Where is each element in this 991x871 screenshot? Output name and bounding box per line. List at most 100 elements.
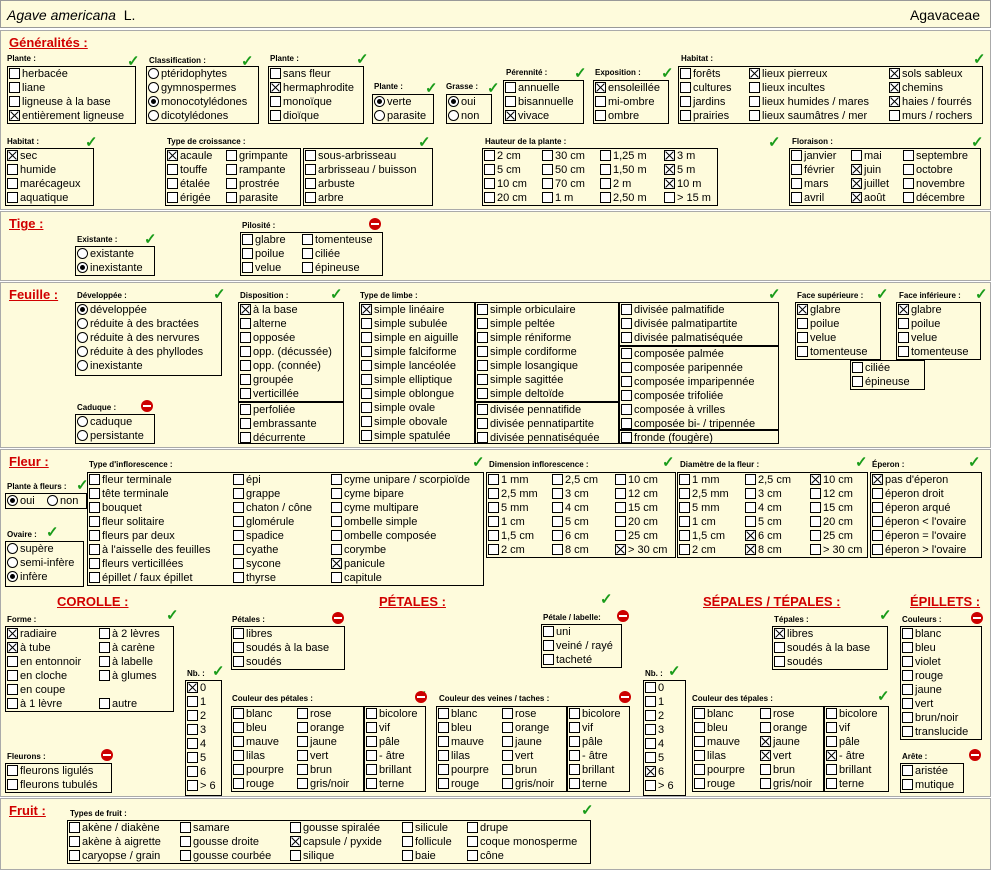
checkbox[interactable] bbox=[694, 778, 705, 789]
checkbox[interactable] bbox=[595, 82, 606, 93]
checkbox[interactable] bbox=[438, 708, 449, 719]
checkbox[interactable] bbox=[760, 764, 771, 775]
checkbox[interactable] bbox=[233, 778, 244, 789]
checkbox[interactable] bbox=[889, 110, 900, 121]
checkbox[interactable] bbox=[233, 708, 244, 719]
checkbox[interactable] bbox=[69, 822, 80, 833]
checkbox-option[interactable]: bouquet bbox=[89, 501, 142, 515]
radio-option[interactable]: oui bbox=[7, 494, 35, 508]
checkbox-option[interactable]: simple orbiculaire bbox=[477, 303, 576, 317]
checkbox-option[interactable]: 2 cm bbox=[488, 543, 525, 557]
checkbox-option[interactable]: composée paripennée bbox=[621, 361, 743, 375]
checkbox-option[interactable]: simple deltoïde bbox=[477, 387, 564, 401]
radio-button[interactable] bbox=[7, 495, 18, 506]
checkbox[interactable] bbox=[810, 488, 821, 499]
checkbox-option[interactable]: blanc bbox=[233, 707, 272, 721]
checkbox[interactable] bbox=[69, 836, 80, 847]
checkbox-option[interactable]: tomenteuse bbox=[898, 345, 968, 359]
checkbox[interactable] bbox=[240, 374, 251, 385]
checkbox[interactable] bbox=[240, 404, 251, 415]
checkbox-option[interactable]: vert bbox=[760, 749, 791, 763]
checkbox[interactable] bbox=[615, 516, 626, 527]
checkbox[interactable] bbox=[902, 684, 913, 695]
radio-button[interactable] bbox=[448, 96, 459, 107]
checkbox[interactable] bbox=[569, 778, 580, 789]
checkbox[interactable] bbox=[366, 736, 377, 747]
checkbox[interactable] bbox=[477, 346, 488, 357]
checkbox[interactable] bbox=[898, 346, 909, 357]
checkbox-option[interactable]: parasite bbox=[226, 191, 278, 205]
checkbox-option[interactable]: velue bbox=[898, 331, 937, 345]
checkbox-option[interactable]: vif bbox=[569, 721, 593, 735]
checkbox-option[interactable]: opposée bbox=[240, 331, 295, 345]
checkbox[interactable] bbox=[233, 764, 244, 775]
checkbox[interactable] bbox=[791, 178, 802, 189]
checkbox-option[interactable]: pourpre bbox=[694, 763, 745, 777]
checkbox[interactable] bbox=[826, 750, 837, 761]
checkbox-option[interactable]: décurrente bbox=[240, 431, 306, 445]
checkbox[interactable] bbox=[331, 544, 342, 555]
radio-button[interactable] bbox=[77, 248, 88, 259]
radio-button[interactable] bbox=[7, 543, 18, 554]
checkbox-option[interactable]: lieux humides / mares bbox=[749, 95, 869, 109]
checkbox[interactable] bbox=[477, 374, 488, 385]
checkbox[interactable] bbox=[621, 404, 632, 415]
checkbox-option[interactable]: vert bbox=[902, 697, 933, 711]
checkbox-option[interactable]: akène à aigrette bbox=[69, 835, 161, 849]
checkbox[interactable] bbox=[645, 696, 656, 707]
checkbox-option[interactable]: 2 m bbox=[600, 177, 631, 191]
checkbox-option[interactable]: lieux saumâtres / mer bbox=[749, 109, 867, 123]
checkbox-option[interactable]: éperon = l'ovaire bbox=[872, 529, 966, 543]
checkbox[interactable] bbox=[89, 516, 100, 527]
checkbox[interactable] bbox=[552, 544, 563, 555]
checkbox-option[interactable]: avril bbox=[791, 191, 824, 205]
checkbox[interactable] bbox=[167, 164, 178, 175]
checkbox-option[interactable]: cyathe bbox=[233, 543, 278, 557]
checkbox-option[interactable]: rampante bbox=[226, 163, 285, 177]
checkbox[interactable] bbox=[903, 192, 914, 203]
checkbox-option[interactable]: pâle bbox=[366, 735, 400, 749]
checkbox[interactable] bbox=[645, 738, 656, 749]
checkbox-option[interactable]: sycone bbox=[233, 557, 281, 571]
checkbox[interactable] bbox=[233, 572, 244, 583]
checkbox[interactable] bbox=[361, 416, 372, 427]
checkbox-option[interactable]: simple réniforme bbox=[477, 331, 571, 345]
checkbox[interactable] bbox=[542, 164, 553, 175]
checkbox-option[interactable]: bisannuelle bbox=[505, 95, 574, 109]
checkbox-option[interactable]: chaton / cône bbox=[233, 501, 312, 515]
checkbox-option[interactable]: simple peltée bbox=[477, 317, 555, 331]
checkbox[interactable] bbox=[488, 516, 499, 527]
checkbox-option[interactable]: silique bbox=[290, 849, 334, 863]
checkbox-option[interactable]: embrassante bbox=[240, 417, 317, 431]
radio-option[interactable]: verte bbox=[374, 95, 411, 109]
checkbox-option[interactable]: à tube bbox=[7, 641, 51, 655]
checkbox-option[interactable]: mi-ombre bbox=[595, 95, 654, 109]
checkbox[interactable] bbox=[645, 780, 656, 791]
checkbox[interactable] bbox=[484, 192, 495, 203]
checkbox-option[interactable]: follicule bbox=[402, 835, 452, 849]
checkbox[interactable] bbox=[233, 558, 244, 569]
checkbox[interactable] bbox=[240, 360, 251, 371]
checkbox-option[interactable]: éperon < l'ovaire bbox=[872, 515, 966, 529]
checkbox-option[interactable]: 5 mm bbox=[679, 501, 720, 515]
checkbox[interactable] bbox=[484, 164, 495, 175]
checkbox[interactable] bbox=[240, 388, 251, 399]
checkbox[interactable] bbox=[680, 96, 691, 107]
checkbox[interactable] bbox=[902, 712, 913, 723]
checkbox[interactable] bbox=[791, 164, 802, 175]
checkbox[interactable] bbox=[902, 779, 913, 790]
checkbox-option[interactable]: prairies bbox=[680, 109, 729, 123]
radio-option[interactable]: réduite à des nervures bbox=[77, 331, 199, 345]
checkbox[interactable] bbox=[621, 390, 632, 401]
checkbox-option[interactable]: rouge bbox=[902, 669, 943, 683]
checkbox[interactable] bbox=[438, 722, 449, 733]
checkbox[interactable] bbox=[297, 750, 308, 761]
radio-option[interactable]: inexistante bbox=[77, 359, 143, 373]
checkbox-option[interactable]: soudés bbox=[774, 655, 822, 669]
checkbox[interactable] bbox=[595, 110, 606, 121]
checkbox[interactable] bbox=[552, 502, 563, 513]
radio-button[interactable] bbox=[77, 430, 88, 441]
checkbox[interactable] bbox=[760, 722, 771, 733]
checkbox[interactable] bbox=[233, 656, 244, 667]
checkbox-option[interactable]: monoïque bbox=[270, 95, 332, 109]
